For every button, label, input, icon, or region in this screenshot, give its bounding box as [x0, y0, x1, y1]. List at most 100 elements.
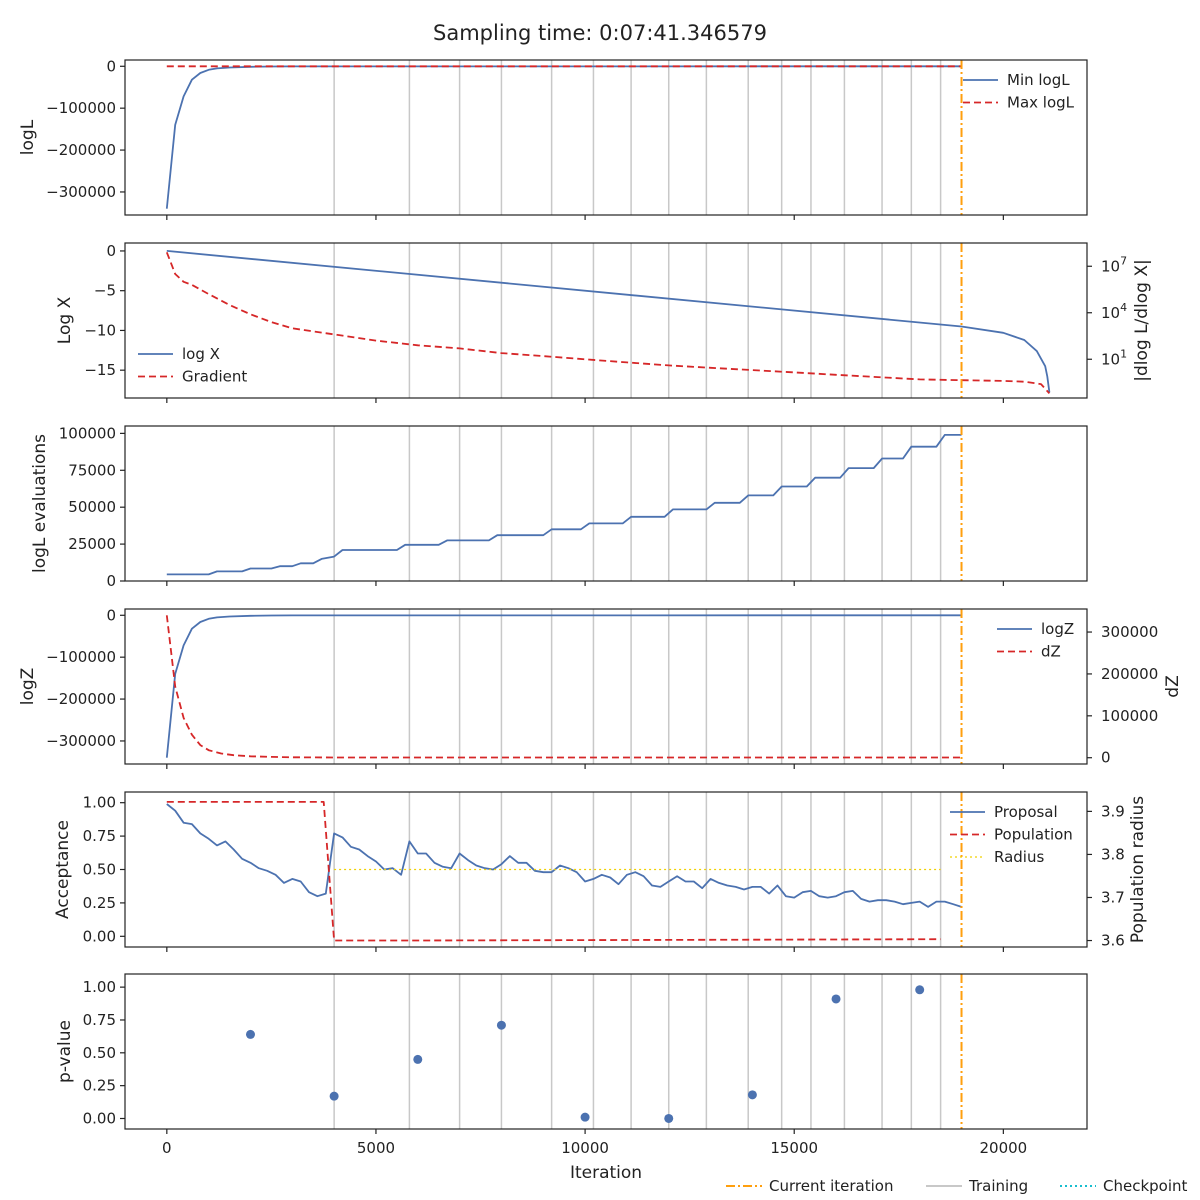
- y-axis-label: logZ: [18, 668, 38, 706]
- legend-checkpoint-label: Checkpoint: [1103, 1177, 1188, 1195]
- pvalue-point: [831, 994, 841, 1004]
- pvalue-point: [580, 1112, 590, 1122]
- x-tick-label: 0: [162, 1139, 172, 1157]
- figure-title: Sampling time: 0:07:41.346579: [433, 21, 767, 45]
- y2-axis-label: Population radius: [1128, 796, 1148, 943]
- x-tick-label: 10000: [561, 1139, 609, 1157]
- axes-frame: [124, 425, 1088, 582]
- panel-logx: 0 −5 −10 −15 107 104 101 Log X |dlog L/dlog X| lo…: [55, 242, 1152, 403]
- y-tick-label: −10: [84, 321, 116, 339]
- series-line-dz: [165, 615, 962, 759]
- series-line-proposal: [166, 803, 962, 908]
- y-tick-label: 0.00: [83, 1109, 116, 1127]
- y-tick-label: 50000: [68, 498, 116, 516]
- y-tick-label: 0: [106, 572, 116, 590]
- panel-logz: 0 −100000 −200000 −300000 0 100000 200000 30000…: [18, 606, 1183, 769]
- legend-label: Proposal: [994, 803, 1058, 821]
- y-tick-label: −15: [84, 361, 116, 379]
- y2-tick-label: 104: [1101, 301, 1127, 322]
- panel-acceptance: 0.00 0.25 0.50 0.75 1.00 3.6 3.7 3.8 3.9 Acceptan…: [53, 791, 1148, 952]
- legend-loglike: Min logL Max logL: [963, 71, 1075, 112]
- y-tick-label: 0.75: [83, 827, 116, 845]
- legend-label: Max logL: [1007, 94, 1075, 112]
- y2-tick-label: 0: [1101, 749, 1111, 767]
- y-tick-label: 100000: [59, 424, 116, 442]
- y-tick-label: −100000: [46, 648, 116, 666]
- y-tick-label: 0.75: [83, 1011, 116, 1029]
- y2-tick-label: 107: [1101, 254, 1127, 275]
- y2-axis-label: |dlog L/dlog X|: [1132, 259, 1152, 382]
- y-tick-label: 0.50: [83, 1044, 116, 1062]
- y-axis-label: Log X: [55, 296, 75, 344]
- y2-tick-label: 3.7: [1101, 888, 1125, 906]
- y-tick-label: 0: [106, 606, 116, 624]
- y2-tick-label: 3.6: [1101, 932, 1125, 950]
- y-tick-label: 1.00: [83, 794, 116, 812]
- x-axis-label: Iteration: [570, 1163, 642, 1183]
- y-tick-label: −100000: [46, 99, 116, 117]
- legend-label: Population: [994, 826, 1073, 844]
- y-axis-label: logL: [18, 119, 38, 155]
- x-tick-label: 15000: [770, 1139, 818, 1157]
- legend-current-iteration-label: Current iteration: [769, 1177, 893, 1195]
- y2-tick-label: 200000: [1101, 665, 1158, 683]
- legend-training-label: Training: [968, 1177, 1028, 1195]
- x-tick-label: 5000: [357, 1139, 395, 1157]
- axes-frame: [124, 59, 1088, 216]
- pvalue-point: [664, 1113, 674, 1123]
- legend-label: Gradient: [182, 368, 247, 386]
- y-tick-label: 0: [106, 57, 116, 75]
- y-tick-label: 1.00: [83, 978, 116, 996]
- y-tick-label: 0.50: [83, 861, 116, 879]
- y2-tick-label: 3.9: [1101, 802, 1125, 820]
- y-tick-label: 0: [106, 242, 116, 260]
- pvalue-point: [245, 1029, 255, 1039]
- pvalue-point: [747, 1090, 757, 1100]
- series-line-min-logl: [165, 65, 962, 209]
- axes-frame: [124, 608, 1088, 765]
- legend-label: Radius: [994, 848, 1044, 866]
- y-tick-label: 75000: [68, 461, 116, 479]
- y2-tick-label: 100000: [1101, 707, 1158, 725]
- y-tick-label: 0.25: [83, 894, 116, 912]
- panel-pvalue: 0.00 0.25 0.50 0.75 1.00 0 5000 10000 15000 20000…: [55, 973, 1088, 1183]
- legend-logx: log X Gradient: [138, 345, 247, 386]
- pvalue-point: [413, 1054, 423, 1064]
- y-tick-label: −300000: [46, 732, 116, 750]
- series-line-gradient: [165, 251, 1051, 395]
- y2-axis-label: dZ: [1163, 675, 1183, 697]
- y2-tick-label: 300000: [1101, 623, 1158, 641]
- pvalue-point: [496, 1020, 506, 1030]
- series-line-logz: [165, 614, 962, 758]
- y-tick-label: −200000: [46, 141, 116, 159]
- y-tick-label: −300000: [46, 183, 116, 201]
- legend-label: Min logL: [1007, 71, 1070, 89]
- legend-logz: logZ dZ: [997, 620, 1074, 661]
- x-tick-label: 20000: [979, 1139, 1027, 1157]
- legend-label: dZ: [1041, 643, 1061, 661]
- y-tick-label: 0.25: [83, 1077, 116, 1095]
- y-tick-label: −5: [94, 282, 116, 300]
- y-axis-label: logL evaluations: [30, 434, 50, 573]
- y-axis-label: Acceptance: [53, 820, 73, 919]
- axes-frame: [124, 973, 1088, 1130]
- series-line-population: [166, 801, 941, 942]
- panel-loglike: 0 −100000 −200000 −300000 logL Min logL Max lo…: [18, 57, 1088, 220]
- y-tick-label: −200000: [46, 690, 116, 708]
- legend-label: log X: [182, 345, 220, 363]
- pvalue-point: [915, 985, 925, 995]
- legend-label: logZ: [1041, 620, 1074, 638]
- y-tick-label: 25000: [68, 535, 116, 553]
- y2-tick-label: 101: [1101, 347, 1127, 368]
- panel-evaluations: 0 25000 50000 75000 100000 logL evaluations: [30, 424, 1088, 590]
- legend-acceptance: Proposal Population Radius: [950, 803, 1073, 866]
- figure-legend: Current iteration Training Checkpoint: [726, 1177, 1188, 1195]
- axes-frame: [124, 242, 1088, 399]
- series-line-log-x: [166, 250, 1051, 393]
- y-axis-label: p-value: [55, 1020, 75, 1083]
- y-tick-label: 0.00: [83, 927, 116, 945]
- y2-tick-label: 3.8: [1101, 845, 1125, 863]
- pvalue-point: [329, 1091, 339, 1101]
